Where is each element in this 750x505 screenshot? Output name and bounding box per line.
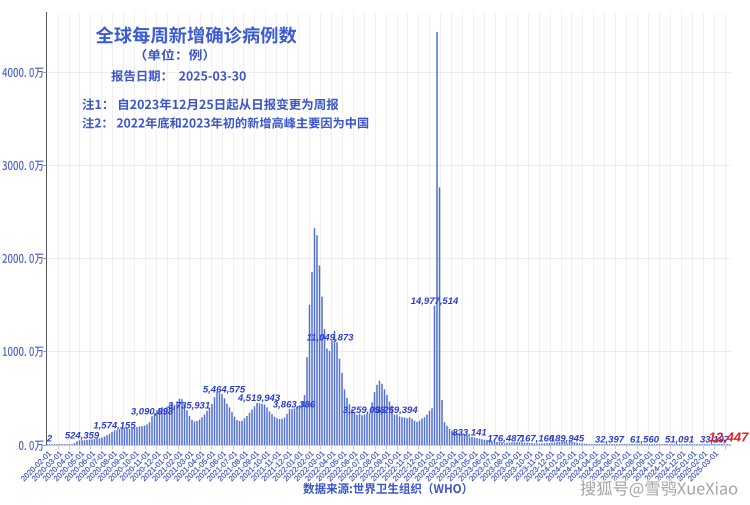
svg-text:11,049,873: 11,049,873: [307, 332, 355, 343]
svg-text:524,359: 524,359: [65, 430, 100, 441]
svg-text:833,141: 833,141: [452, 428, 486, 439]
svg-text:4,519,943: 4,519,943: [237, 393, 281, 404]
svg-text:3,259,098: 3,259,098: [343, 405, 386, 416]
svg-text:1,574,155: 1,574,155: [93, 421, 136, 432]
svg-text:2: 2: [46, 433, 53, 444]
svg-text:176,487: 176,487: [487, 434, 522, 445]
svg-text:14,977,514: 14,977,514: [411, 296, 459, 307]
svg-text:33,197: 33,197: [700, 434, 730, 445]
svg-text:189,945: 189,945: [550, 433, 585, 444]
svg-text:32,397: 32,397: [595, 434, 625, 445]
svg-text:51,091: 51,091: [665, 434, 694, 445]
svg-text:3,863,386: 3,863,386: [273, 399, 316, 410]
svg-text:3,090,898: 3,090,898: [131, 407, 174, 418]
svg-text:5,464,575: 5,464,575: [203, 384, 246, 395]
svg-text:12,447: 12,447: [709, 430, 750, 445]
svg-text:61,560: 61,560: [630, 434, 660, 445]
svg-text:3,735,931: 3,735,931: [168, 401, 210, 412]
svg-text:167,166: 167,166: [520, 434, 555, 445]
svg-text:3,269,394: 3,269,394: [375, 405, 418, 416]
